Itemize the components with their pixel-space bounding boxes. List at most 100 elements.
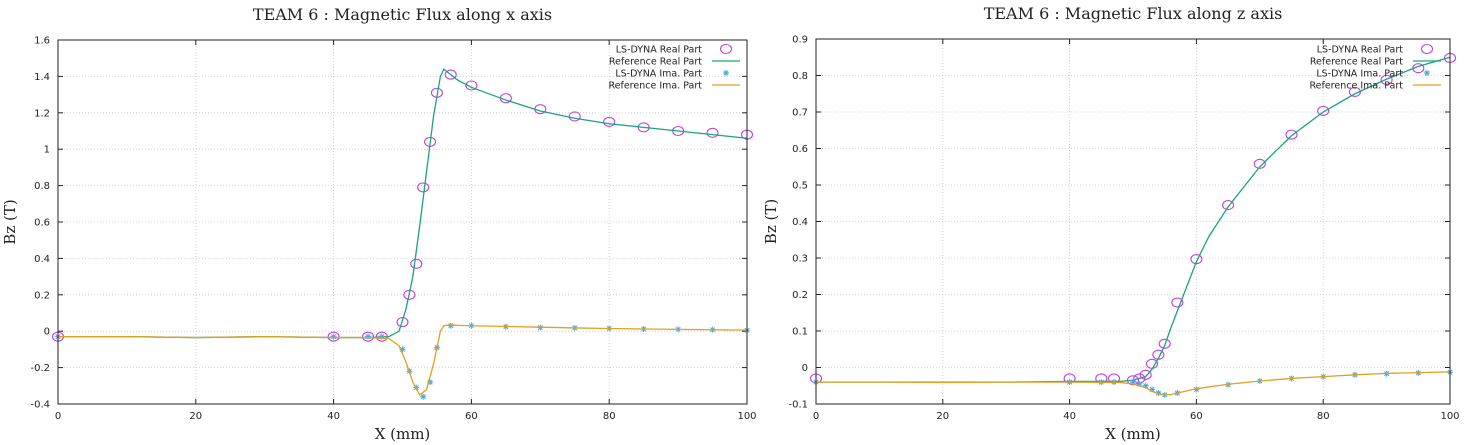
data-point — [1149, 386, 1156, 393]
data-point — [465, 80, 478, 91]
data-point — [444, 69, 457, 80]
chart-z-axis: TEAM 6 : Magnetic Flux along z axis -0.1 0… — [762, 4, 1460, 443]
data-point — [396, 317, 409, 328]
y-tick-label: 0.9 — [792, 35, 808, 46]
data-point — [1142, 382, 1149, 389]
series-reference-ima-part — [58, 324, 748, 396]
y-tick-label: 0.2 — [34, 290, 50, 301]
y-tick-label: 1.6 — [34, 36, 50, 47]
chart-title: TEAM 6 : Magnetic Flux along z axis — [984, 4, 1283, 23]
data-point — [399, 346, 406, 353]
y-tick-label: 0.2 — [792, 290, 808, 301]
x-tick-label: 100 — [737, 411, 756, 422]
x-axis-title: X (mm) — [1105, 425, 1161, 443]
legend-label: Reference Ima. Part — [608, 81, 702, 92]
y-tick-label: 0.6 — [792, 144, 808, 155]
x-tick-label: 100 — [1440, 411, 1459, 422]
data-point — [1158, 338, 1171, 349]
x-tick-label: 80 — [603, 411, 616, 422]
y-tick-label: 1.2 — [34, 108, 50, 119]
y-tick-label: -0.4 — [30, 400, 50, 411]
data-point — [447, 322, 454, 329]
series-line — [816, 371, 1451, 396]
plot-frame — [815, 38, 1451, 405]
legend-label: LS-DYNA Ima. Part — [615, 69, 702, 80]
data-point — [603, 116, 616, 127]
series-ls-dyna-real-part — [51, 69, 754, 342]
legend-label: Reference Real Part — [1310, 57, 1403, 68]
legend-label: Reference Ima. Part — [1309, 81, 1403, 92]
x-tick-label: 0 — [55, 411, 61, 422]
data-point — [1130, 379, 1136, 386]
data-point — [365, 333, 372, 340]
y-axis-title: Bz (T) — [762, 199, 780, 244]
series-line — [58, 68, 748, 339]
grid — [58, 39, 747, 405]
x-tick-label: 60 — [1190, 411, 1203, 422]
y-tick-label: 0 — [802, 363, 808, 374]
data-point — [706, 127, 719, 138]
legend-swatch — [719, 43, 733, 55]
data-point — [1380, 74, 1393, 85]
y-tick-label: 0.4 — [792, 217, 808, 228]
series-line — [58, 324, 748, 396]
y-tick-label: -0.2 — [30, 363, 50, 374]
y-tick-label: 1.4 — [34, 72, 50, 83]
data-point — [1222, 200, 1235, 211]
data-point — [1171, 297, 1184, 308]
x-tick-label: 80 — [1317, 411, 1330, 422]
y-tick-label: -0.1 — [788, 400, 808, 411]
y-tick-label: 0 — [44, 327, 50, 338]
series-reference-ima-part — [816, 371, 1451, 396]
data-point — [330, 333, 337, 340]
data-point — [1285, 129, 1298, 140]
data-point — [361, 331, 375, 342]
y-tick-label: 0.8 — [34, 181, 50, 192]
data-point — [568, 111, 581, 122]
x-tick-label: 60 — [465, 411, 478, 422]
x-tick-label: 40 — [1063, 411, 1076, 422]
chart-panel-z-axis: TEAM 6 : Magnetic Flux along z axis -0.1 0… — [760, 0, 1472, 445]
legend-label: Reference Real Part — [609, 57, 702, 68]
data-point — [420, 393, 427, 400]
legend-label: LS-DYNA Real Part — [616, 45, 703, 56]
data-point — [1253, 158, 1266, 169]
y-tick-label: 0.8 — [792, 71, 808, 82]
x-tick-label: 0 — [813, 411, 819, 422]
x-tick-label: 20 — [936, 411, 949, 422]
legend-swatch — [1424, 70, 1430, 76]
series-line — [816, 56, 1451, 383]
legend-label: LS-DYNA Ima. Part — [1316, 69, 1403, 80]
series-reference-real-part — [58, 68, 748, 339]
legend-swatch — [1420, 43, 1434, 55]
series-reference-real-part — [816, 56, 1451, 383]
data-point — [1136, 380, 1143, 387]
series-ls-dyna-ima-part — [55, 322, 750, 400]
x-tick-label: 40 — [327, 411, 340, 422]
y-tick-label: 1 — [44, 145, 50, 156]
y-tick-label: 0.1 — [792, 327, 808, 338]
data-point — [1317, 105, 1330, 116]
series-ls-dyna-real-part — [809, 52, 1457, 386]
data-point — [417, 182, 430, 193]
data-point — [1155, 390, 1162, 397]
chart-panel-x-axis: TEAM 6 : Magnetic Flux along x axis -0.4 -… — [1, 5, 757, 443]
legend-label: LS-DYNA Real Part — [1317, 45, 1404, 56]
data-point — [1139, 369, 1152, 380]
data-point — [1193, 386, 1200, 393]
plot-frame — [57, 39, 748, 405]
y-tick-label: 0.4 — [34, 254, 50, 265]
y-tick-label: 0.7 — [792, 108, 808, 119]
y-tick-label: 0.6 — [34, 218, 50, 229]
x-tick-label: 20 — [189, 411, 202, 422]
data-point — [327, 331, 340, 342]
chart-x-axis: TEAM 6 : Magnetic Flux along x axis -0.4 -… — [1, 5, 757, 443]
x-axis-title: X (mm) — [375, 425, 431, 443]
y-tick-label: 0.3 — [792, 254, 808, 265]
y-axis-title: Bz (T) — [1, 199, 19, 244]
legend-swatch — [723, 70, 729, 76]
y-tick-label: 0.5 — [792, 181, 808, 192]
data-point — [378, 333, 385, 340]
data-point — [410, 258, 423, 269]
chart-title: TEAM 6 : Magnetic Flux along x axis — [253, 5, 552, 24]
